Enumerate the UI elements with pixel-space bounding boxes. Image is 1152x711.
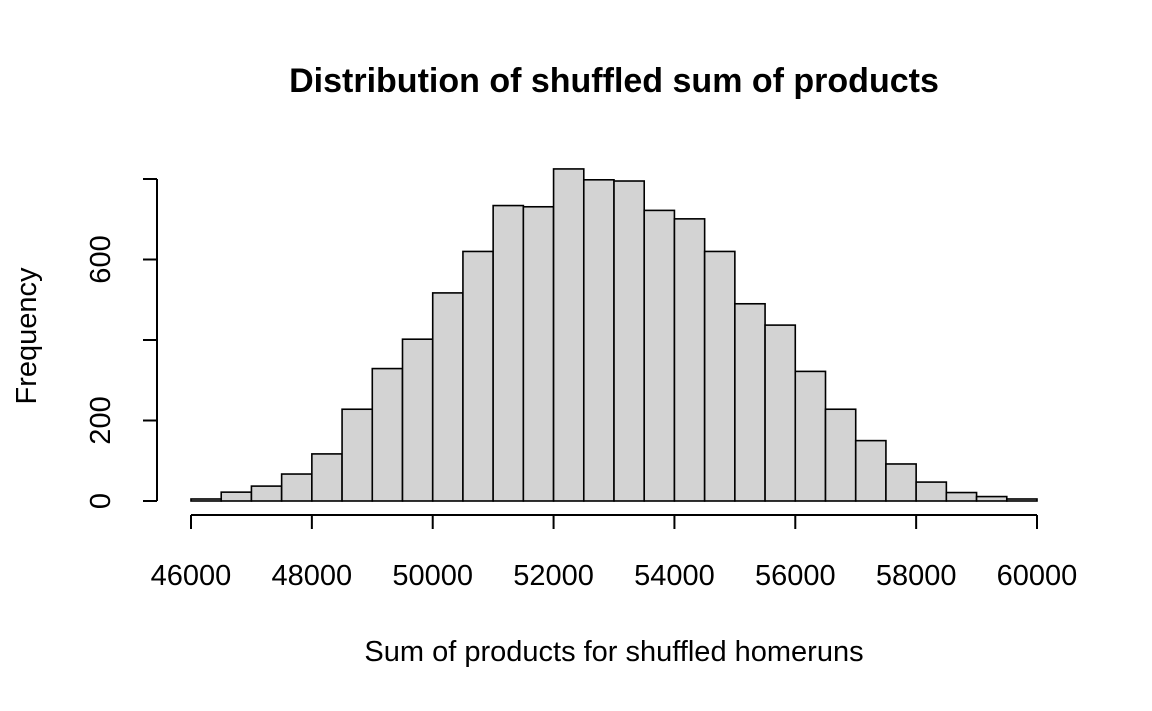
- x-tick-label: 46000: [151, 560, 232, 592]
- histogram-bar: [401, 338, 434, 502]
- x-tick-label: 60000: [997, 560, 1078, 592]
- x-tick-label: 54000: [634, 560, 715, 592]
- x-tick-label: 58000: [876, 560, 957, 592]
- x-axis: 46000 48000 50000 52000 54000 56000 58000 60000: [151, 514, 1078, 592]
- x-axis-label: Sum of products for shuffled homeruns: [364, 636, 863, 668]
- histogram-bar: [341, 408, 374, 502]
- histogram-bar: [582, 179, 615, 502]
- histogram-bar: [311, 453, 343, 502]
- histogram-bar: [794, 370, 827, 502]
- histogram-bar: [613, 180, 646, 502]
- histogram-bar: [492, 204, 525, 502]
- histogram-bar: [190, 498, 223, 502]
- histogram-bar: [764, 324, 797, 502]
- histogram-bar: [975, 495, 1008, 502]
- histogram-bar: [250, 485, 283, 502]
- y-tick-label: 200: [85, 396, 117, 444]
- histogram-bar: [643, 209, 676, 502]
- histogram-bar: [915, 481, 948, 502]
- histogram-bar: [734, 302, 766, 502]
- y-tick-label: 600: [85, 235, 117, 283]
- histogram-bar: [220, 491, 253, 502]
- histogram-bar: [885, 463, 917, 502]
- histogram-bar: [552, 168, 585, 502]
- x-tick-label: 56000: [755, 560, 836, 592]
- histogram-bar: [945, 491, 978, 502]
- y-axis-label: Frequency: [11, 267, 43, 405]
- histogram-bar: [1005, 498, 1038, 502]
- histogram-bar: [431, 292, 464, 502]
- chart-title: Distribution of shuffled sum of products: [289, 62, 939, 100]
- x-tick-label: 52000: [513, 560, 594, 592]
- histogram-bar: [280, 473, 313, 502]
- histogram-bar: [462, 250, 494, 502]
- x-tick-label: 48000: [272, 560, 353, 592]
- histogram-bar: [854, 439, 887, 502]
- histogram-bar: [824, 408, 857, 502]
- histogram-bar: [522, 205, 555, 502]
- x-tick-label: 50000: [392, 560, 473, 592]
- y-axis: 0 200 600: [85, 178, 158, 509]
- bars-group: [190, 168, 1038, 502]
- histogram-bar: [703, 250, 736, 502]
- histogram-bar: [371, 367, 404, 502]
- histogram-bar: [673, 218, 706, 502]
- y-tick-label: 0: [85, 493, 117, 509]
